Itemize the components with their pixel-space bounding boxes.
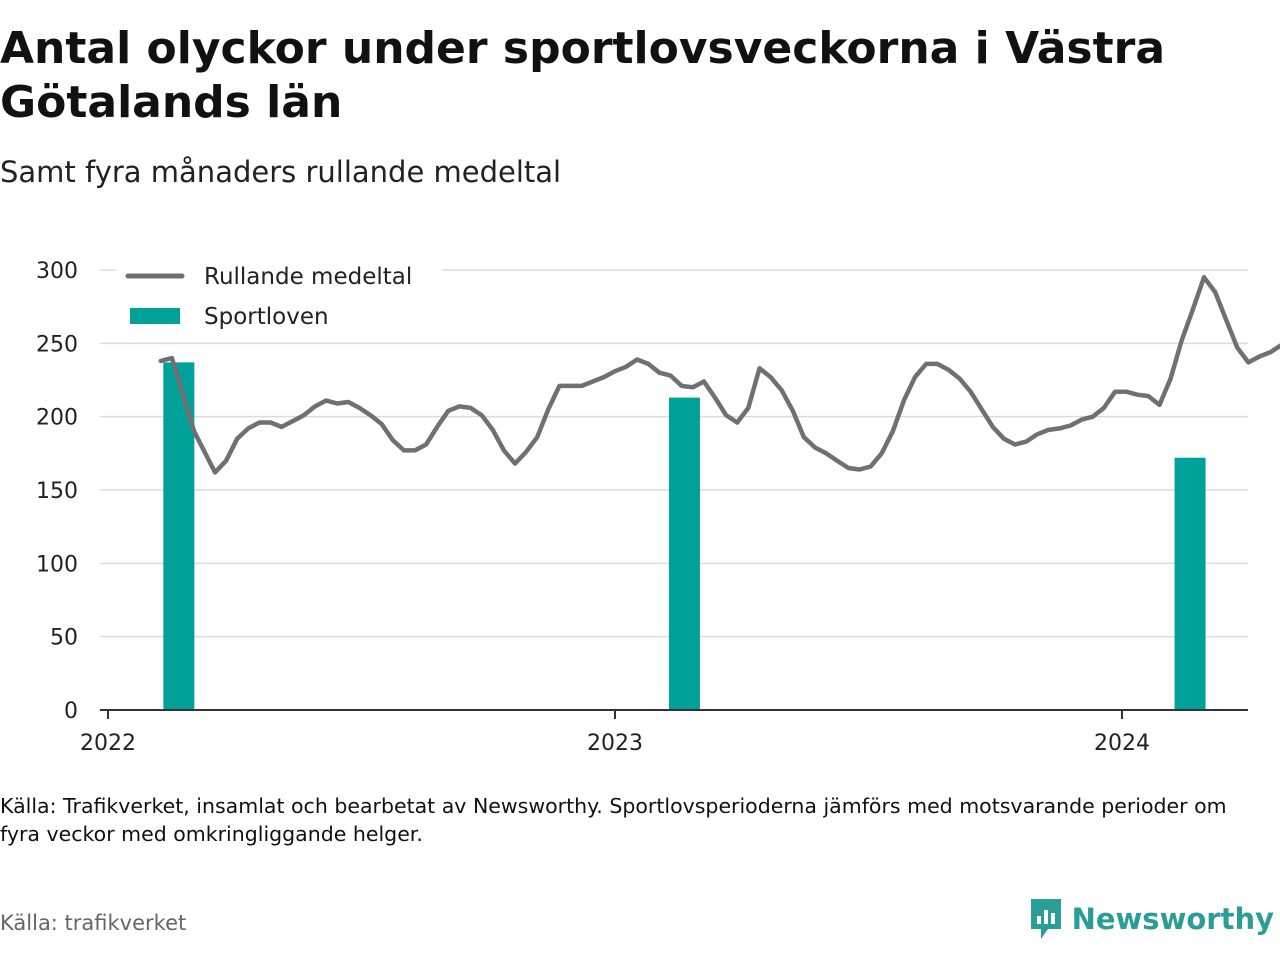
newsworthy-logo-icon: [1030, 899, 1061, 939]
y-tick-label: 150: [36, 479, 78, 504]
x-tick-label: 2023: [587, 731, 643, 756]
line-rullande-medeltal: [158, 275, 1280, 475]
chart-subtitle: Samt fyra månaders rullande medeltal: [0, 155, 562, 189]
y-axis: 0 50 100 150 200 250 300: [36, 259, 78, 724]
y-tick-label: 0: [64, 699, 78, 724]
x-axis: 2022 2023 2024: [80, 709, 1248, 756]
legend-bar-swatch: [130, 308, 180, 324]
legend-background: [116, 255, 442, 339]
source-text: Källa: trafikverket: [0, 911, 187, 935]
chart: 0 50 100 150 200 250 300 2022 2023 2024 Rullande…: [36, 255, 1280, 756]
y-tick-label: 50: [50, 626, 78, 651]
y-tick-label: 250: [36, 332, 78, 357]
brand-logo: Newsworthy: [1028, 896, 1274, 942]
x-tick-label: 2024: [1094, 731, 1150, 756]
x-tick-label: 2022: [80, 731, 136, 756]
legend-label: Sportloven: [204, 304, 329, 330]
y-tick-label: 200: [36, 406, 78, 431]
line-series: [158, 275, 1280, 475]
legend: Rullande medeltal Sportloven: [116, 255, 442, 339]
bar-series: [163, 362, 1206, 710]
y-tick-label: 100: [36, 552, 78, 577]
bar-sportlov: [1174, 457, 1206, 710]
bar-sportlov: [668, 397, 700, 710]
legend-label: Rullande medeltal: [204, 264, 412, 290]
chart-title: Antal olyckor under sportlovsveckorna i …: [0, 23, 1166, 128]
y-tick-label: 300: [36, 259, 78, 284]
brand-name: Newsworthy: [1071, 902, 1274, 936]
footnote: Källa: Trafikverket, insamlat och bearbe…: [0, 794, 1227, 846]
